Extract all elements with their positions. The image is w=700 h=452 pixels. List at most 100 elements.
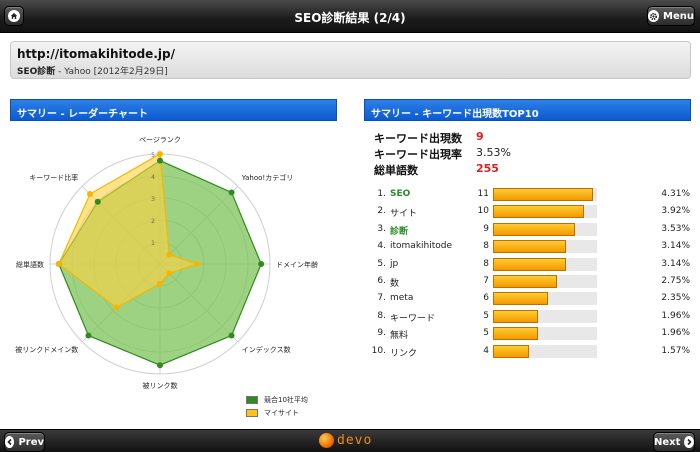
keyword-word: サイト (390, 209, 418, 220)
stat-row: キーワード出現数 9 (374, 130, 511, 146)
radar-tick-label: 5 (151, 152, 155, 159)
radar-data-point (94, 198, 101, 205)
keyword-word: 数 (390, 278, 400, 289)
home-button[interactable] (4, 6, 24, 26)
radar-axis-label: 総単語数 (16, 260, 44, 269)
keyword-count: 8 (483, 241, 489, 252)
radar-data-point (85, 332, 92, 339)
keyword-count: 6 (483, 293, 489, 304)
radar-tick-label: 4 (151, 174, 155, 181)
site-subtitle-label: SEO診断 (17, 67, 56, 77)
chart-legend: 競合10社平均 マイサイト (246, 393, 308, 419)
keyword-percent: 3.14% (661, 258, 690, 269)
keyword-count: 5 (483, 310, 489, 321)
radar-axis-label: 被リンク数 (143, 381, 178, 390)
home-icon (8, 10, 20, 22)
stat-value: 255 (476, 162, 499, 175)
menu-label: Menu (663, 10, 694, 22)
radar-data-point (157, 157, 163, 164)
radar-axis-label: キーワード比率 (29, 173, 78, 182)
keyword-row: 5. jp 8 3.14% (370, 256, 690, 273)
keyword-row: 3. 診断 9 3.53% (370, 221, 690, 238)
keyword-count: 10 (477, 206, 489, 217)
keyword-section-header: サマリー - キーワード出現数TOP10 (364, 99, 691, 121)
keyword-percent: 4.31% (661, 189, 690, 199)
keyword-table: 1. SEO 11 4.31% 2. サイト 10 3.92% 3. 診断 9 3.53% 4. itom… (370, 186, 690, 360)
keyword-bar-track (493, 240, 597, 254)
keyword-bar (493, 274, 557, 288)
radar-data-point (166, 270, 173, 277)
keyword-count: 7 (483, 275, 489, 286)
stat-label: キーワード出現率 (374, 148, 462, 161)
devo-logo: devo (319, 433, 372, 448)
radar-tick-label: 2 (151, 218, 155, 225)
menu-button[interactable]: Menu (647, 6, 695, 26)
keyword-rank: 2. (377, 206, 386, 217)
keyword-word: meta (390, 293, 414, 304)
radar-data-point (157, 362, 163, 369)
radar-data-point (194, 261, 201, 267)
keyword-percent: 1.57% (661, 345, 690, 356)
next-button[interactable]: Next (653, 432, 695, 452)
keyword-word: SEO (390, 189, 411, 199)
keyword-bar (493, 309, 538, 323)
keyword-row: 8. キーワード 5 1.96% (370, 308, 690, 325)
keyword-rank: 8. (377, 310, 386, 321)
radar-data-point (258, 261, 265, 267)
bottom-bar: Prev devo Next (0, 429, 700, 452)
keyword-bar-track (493, 292, 597, 306)
keyword-rank: 9. (377, 328, 386, 339)
radar-axis-label: ページランク (139, 136, 181, 144)
keyword-word: jp (390, 258, 399, 269)
keyword-bar-track (493, 344, 597, 358)
legend-label-competitors: 競合10社平均 (264, 395, 308, 404)
keyword-percent: 1.96% (661, 328, 690, 339)
keyword-bar-track (493, 205, 597, 219)
keyword-bar (493, 257, 566, 271)
top-bar: SEO診断結果 (2/4) Menu (0, 0, 700, 33)
keyword-row: 4. itomakihitode 8 3.14% (370, 238, 690, 255)
keyword-row: 1. SEO 11 4.31% (370, 186, 690, 203)
radar-data-point (166, 251, 173, 258)
radar-data-point (55, 261, 62, 267)
radar-data-point (228, 189, 235, 196)
keyword-bar (493, 292, 548, 306)
legend-swatch-competitors (246, 395, 258, 404)
radar-tick-label: 3 (151, 196, 155, 203)
legend-swatch-mysite (246, 408, 258, 417)
radar-axis-label: ドメイン年齢 (276, 260, 318, 269)
keyword-rank: 5. (377, 258, 386, 269)
site-url: http://itomakihitode.jp/ (17, 47, 175, 61)
keyword-bar (493, 240, 566, 254)
legend-label-mysite: マイサイト (264, 408, 299, 417)
prev-button[interactable]: Prev (4, 432, 45, 452)
keyword-count: 11 (477, 189, 489, 199)
keyword-word: リンク (390, 348, 418, 359)
keyword-count: 8 (483, 258, 489, 269)
keyword-count: 4 (483, 345, 489, 356)
keyword-bar-track (493, 188, 597, 201)
radar-data-point (157, 280, 163, 287)
keyword-bar-track (493, 309, 597, 323)
radar-axis-label: インデックス数 (242, 345, 291, 354)
keyword-rank: 4. (377, 241, 386, 252)
legend-item-competitors: 競合10社平均 (246, 393, 308, 406)
radar-data-point (86, 190, 93, 197)
stat-label: 総単語数 (374, 164, 418, 177)
keyword-bar (493, 344, 529, 358)
keyword-rank: 10. (371, 345, 386, 356)
radar-data-point (228, 332, 235, 339)
keyword-stats: キーワード出現数 9 キーワード出現率 3.53% 総単語数 255 (374, 130, 511, 178)
keyword-percent: 1.96% (661, 310, 690, 321)
keyword-row: 9. 無料 5 1.96% (370, 325, 690, 342)
keyword-bar (493, 222, 575, 236)
keyword-bar-track (493, 327, 597, 341)
keyword-percent: 3.14% (661, 241, 690, 252)
site-subtitle-detail: - Yahoo [2012年2月29日] (55, 67, 168, 77)
stat-label: キーワード出現数 (374, 132, 462, 145)
radar-section-header: サマリー - レーダーチャート (10, 99, 337, 121)
keyword-bar (493, 205, 584, 219)
stat-value: 9 (476, 130, 484, 143)
stat-row: 総単語数 255 (374, 162, 511, 178)
